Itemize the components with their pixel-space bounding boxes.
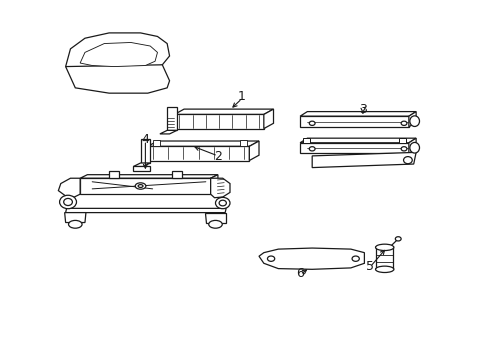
Polygon shape bbox=[133, 166, 150, 171]
Ellipse shape bbox=[215, 197, 229, 209]
Polygon shape bbox=[109, 171, 119, 178]
Polygon shape bbox=[174, 109, 273, 114]
Ellipse shape bbox=[219, 200, 226, 206]
Polygon shape bbox=[65, 65, 169, 93]
Polygon shape bbox=[210, 175, 218, 194]
Polygon shape bbox=[147, 141, 259, 146]
Polygon shape bbox=[140, 139, 150, 163]
Polygon shape bbox=[174, 114, 264, 129]
Polygon shape bbox=[160, 130, 177, 134]
Text: 3: 3 bbox=[358, 103, 366, 116]
Text: 4: 4 bbox=[141, 133, 149, 146]
Polygon shape bbox=[147, 146, 249, 161]
Polygon shape bbox=[65, 33, 169, 72]
Text: 1: 1 bbox=[238, 90, 245, 103]
Polygon shape bbox=[133, 163, 150, 167]
Polygon shape bbox=[375, 247, 393, 269]
Ellipse shape bbox=[208, 220, 222, 228]
Polygon shape bbox=[264, 109, 273, 129]
Ellipse shape bbox=[138, 185, 142, 188]
Ellipse shape bbox=[400, 147, 406, 151]
Ellipse shape bbox=[60, 195, 76, 209]
Ellipse shape bbox=[267, 256, 274, 261]
Text: 5: 5 bbox=[366, 260, 373, 273]
Ellipse shape bbox=[400, 121, 406, 125]
Polygon shape bbox=[300, 138, 415, 143]
Polygon shape bbox=[408, 112, 415, 127]
Ellipse shape bbox=[375, 266, 393, 273]
Polygon shape bbox=[204, 213, 225, 222]
Polygon shape bbox=[167, 107, 177, 130]
Polygon shape bbox=[311, 152, 415, 168]
Ellipse shape bbox=[409, 143, 419, 153]
Polygon shape bbox=[408, 138, 415, 153]
Ellipse shape bbox=[394, 237, 400, 241]
Polygon shape bbox=[259, 248, 364, 269]
Polygon shape bbox=[300, 143, 408, 153]
Ellipse shape bbox=[351, 256, 359, 261]
Polygon shape bbox=[65, 208, 225, 213]
Polygon shape bbox=[239, 140, 246, 146]
Polygon shape bbox=[302, 138, 309, 143]
Polygon shape bbox=[210, 178, 229, 198]
Ellipse shape bbox=[68, 220, 82, 228]
Ellipse shape bbox=[63, 198, 72, 206]
Polygon shape bbox=[58, 178, 80, 197]
Polygon shape bbox=[249, 141, 259, 161]
Text: 2: 2 bbox=[214, 150, 222, 163]
Ellipse shape bbox=[308, 147, 314, 151]
Polygon shape bbox=[172, 171, 181, 178]
Text: 6: 6 bbox=[296, 267, 304, 280]
Polygon shape bbox=[152, 140, 160, 146]
Polygon shape bbox=[80, 178, 210, 194]
Polygon shape bbox=[300, 112, 415, 116]
Polygon shape bbox=[300, 116, 408, 127]
Ellipse shape bbox=[409, 116, 419, 126]
Polygon shape bbox=[80, 42, 157, 67]
Ellipse shape bbox=[375, 244, 393, 251]
Ellipse shape bbox=[403, 157, 411, 164]
Polygon shape bbox=[80, 175, 218, 178]
Ellipse shape bbox=[308, 121, 314, 125]
Ellipse shape bbox=[135, 183, 145, 189]
Polygon shape bbox=[64, 213, 86, 222]
Polygon shape bbox=[398, 138, 406, 143]
